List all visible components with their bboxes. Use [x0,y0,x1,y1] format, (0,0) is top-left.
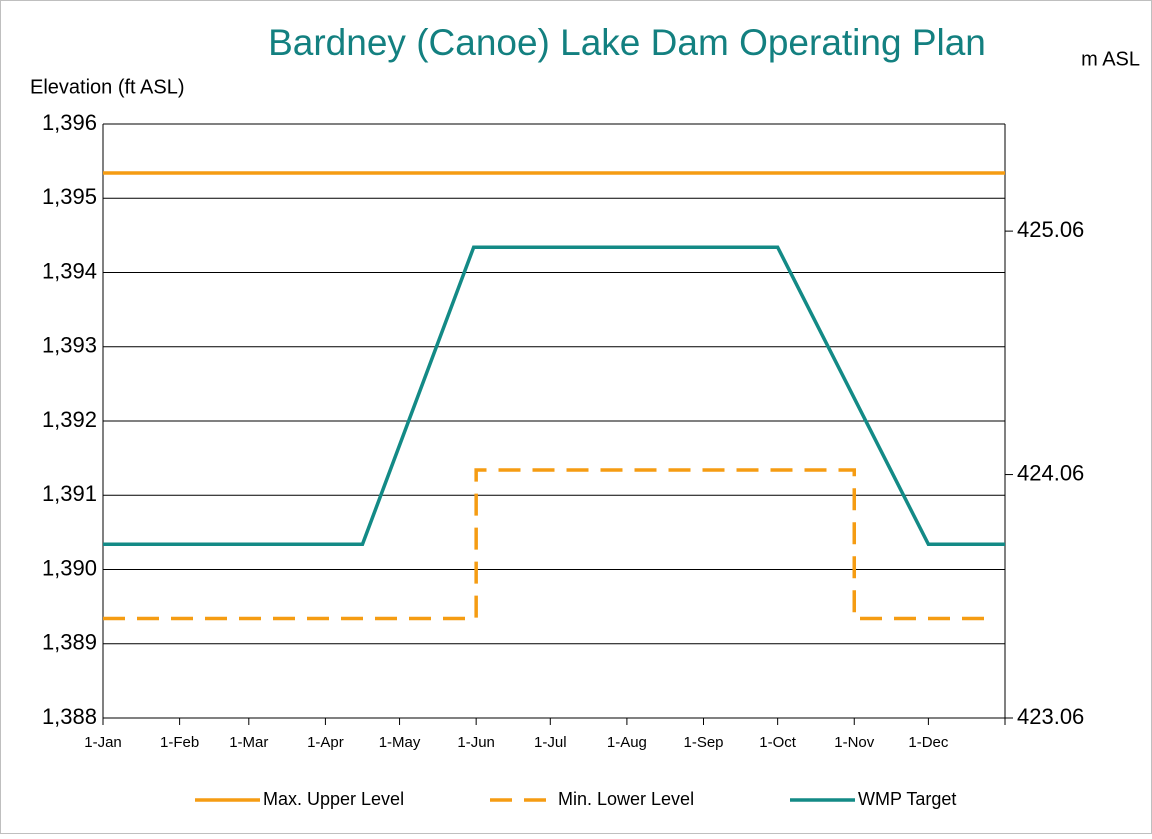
x-tick-label: 1-Jun [457,734,495,751]
x-tick-label: 1-Feb [160,734,199,751]
legend-label: Min. Lower Level [558,789,694,809]
y-tick-label: 1,392 [42,407,97,432]
y2-tick-label: 425.06 [1017,217,1084,242]
x-tick-label: 1-Jan [84,734,122,751]
x-tick-label: 1-Aug [607,734,647,751]
y-tick-label: 1,393 [42,333,97,358]
legend-label: Max. Upper Level [263,789,404,809]
y-tick-label: 1,390 [42,555,97,580]
x-tick-label: 1-Jul [534,734,567,751]
x-tick-label: 1-Dec [908,734,949,751]
x-tick-label: 1-Mar [229,734,268,751]
y-tick-label: 1,396 [42,110,97,135]
y-tick-label: 1,395 [42,184,97,209]
x-tick-label: 1-Nov [834,734,875,751]
y2-tick-label: 424.06 [1017,460,1084,485]
series-line [103,245,1005,547]
chart-title: Bardney (Canoe) Lake Dam Operating Plan [268,22,986,63]
y-tick-label: 1,391 [42,481,97,506]
legend-label: WMP Target [858,789,956,809]
y-tick-label: 1,394 [42,258,97,283]
y2-tick-label: 423.06 [1017,704,1084,729]
x-tick-label: 1-May [379,734,421,751]
y-axis-label: Elevation (ft ASL) [30,76,185,98]
y2-axis-label: m ASL [1081,48,1140,70]
x-tick-label: 1-Oct [759,734,797,751]
y-tick-label: 1,389 [42,630,97,655]
y-tick-label: 1,388 [42,704,97,729]
series-line [103,468,991,621]
x-tick-label: 1-Apr [307,734,344,751]
x-tick-label: 1-Sep [683,734,723,751]
